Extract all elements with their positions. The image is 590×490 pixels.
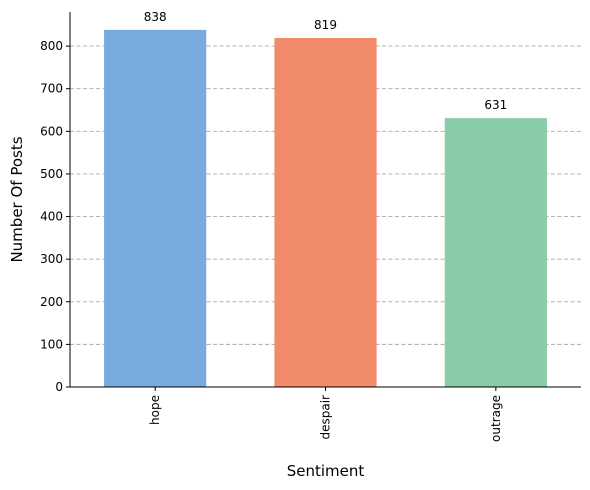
y-tick-label-3: 300 (40, 252, 63, 266)
y-tick-label-4: 400 (40, 210, 63, 224)
y-tick-label-0: 0 (55, 380, 63, 394)
y-tick-label-1: 100 (40, 337, 63, 351)
x-tick-label-outrage: outrage (489, 395, 503, 442)
x-tick-label-hope: hope (148, 395, 162, 425)
y-axis-ticks: 0 100 200 300 400 500 600 700 800 (40, 39, 70, 394)
y-axis-title: Number Of Posts (8, 136, 26, 262)
x-axis-ticks: hope despair outrage (148, 387, 503, 442)
data-label-outrage: 631 (484, 98, 507, 112)
data-label-despair: 819 (314, 18, 337, 32)
y-tick-label-7: 700 (40, 82, 63, 96)
x-tick-label-despair: despair (319, 395, 333, 440)
y-tick-label-5: 500 (40, 167, 63, 181)
y-tick-label-2: 200 (40, 295, 63, 309)
y-tick-label-8: 800 (40, 39, 63, 53)
bars (104, 29, 547, 387)
data-label-hope: 838 (144, 10, 167, 24)
y-tick-label-6: 600 (40, 124, 63, 138)
x-axis-title: Sentiment (287, 462, 365, 480)
data-labels: 838 819 631 (144, 10, 508, 112)
bar-despair (274, 37, 377, 387)
bar-hope (104, 29, 207, 387)
bar-outrage (444, 118, 547, 387)
